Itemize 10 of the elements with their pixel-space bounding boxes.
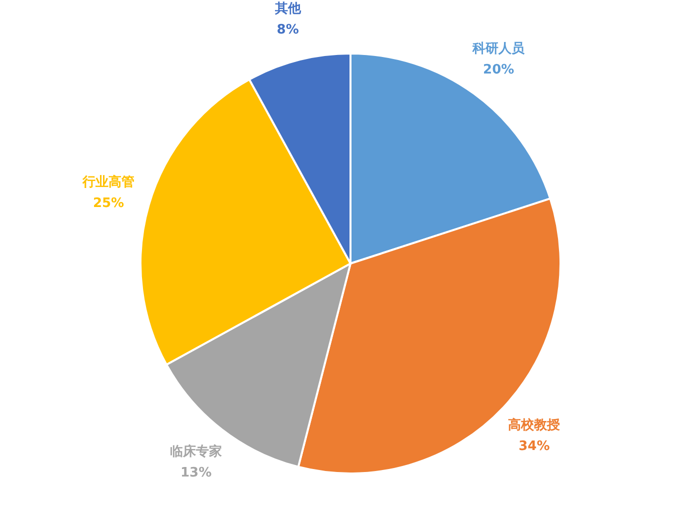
slice-label: 高校教授 (508, 417, 560, 434)
data-label: 8% (276, 22, 299, 38)
data-label: 13% (180, 466, 212, 481)
data-label: 20% (483, 62, 514, 78)
slice-label: 临床专家 (170, 444, 222, 460)
data-label: 25% (92, 196, 124, 212)
slice-label: 科研人员 (472, 42, 526, 57)
data-label: 34% (518, 439, 550, 454)
slice-label: 行业高管 (82, 174, 135, 190)
slice-label: 其他 (274, 1, 302, 16)
